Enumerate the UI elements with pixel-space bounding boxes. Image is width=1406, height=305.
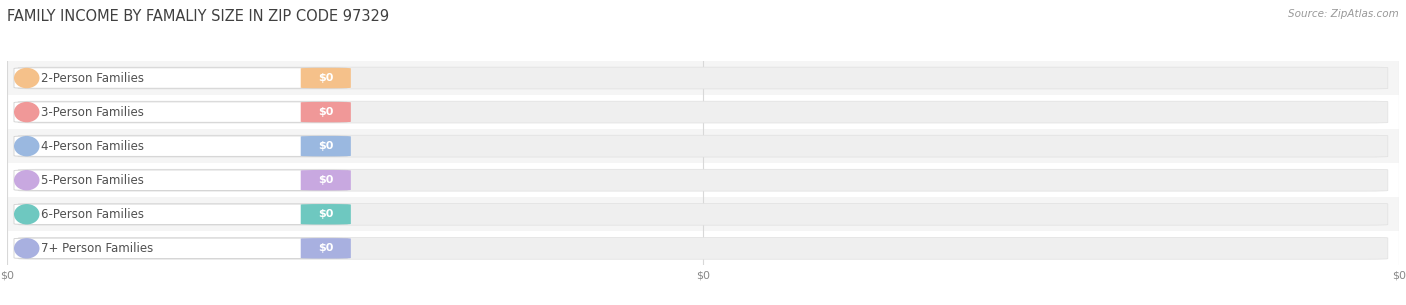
Text: $0: $0 (318, 141, 333, 151)
FancyBboxPatch shape (14, 102, 349, 122)
Ellipse shape (14, 102, 39, 122)
FancyBboxPatch shape (18, 67, 1388, 89)
Text: 7+ Person Families: 7+ Person Families (41, 242, 153, 255)
Text: 4-Person Families: 4-Person Families (41, 140, 143, 152)
Text: $0: $0 (318, 209, 333, 219)
Text: 3-Person Families: 3-Person Families (41, 106, 143, 119)
Bar (7, 231, 1399, 265)
Ellipse shape (14, 136, 39, 156)
FancyBboxPatch shape (14, 68, 349, 88)
Bar (7, 129, 1399, 163)
Text: 2-Person Families: 2-Person Families (41, 72, 143, 84)
FancyBboxPatch shape (301, 102, 352, 122)
FancyBboxPatch shape (301, 204, 352, 224)
FancyBboxPatch shape (18, 169, 1388, 191)
Bar (7, 61, 1399, 95)
Bar (7, 163, 1399, 197)
Bar (7, 197, 1399, 231)
Text: FAMILY INCOME BY FAMALIY SIZE IN ZIP CODE 97329: FAMILY INCOME BY FAMALIY SIZE IN ZIP COD… (7, 9, 389, 24)
FancyBboxPatch shape (301, 136, 352, 156)
FancyBboxPatch shape (18, 101, 1388, 123)
FancyBboxPatch shape (14, 204, 349, 224)
Ellipse shape (14, 238, 39, 259)
Ellipse shape (14, 204, 39, 224)
Text: $0: $0 (318, 107, 333, 117)
FancyBboxPatch shape (301, 170, 352, 190)
Text: $0: $0 (318, 73, 333, 83)
Text: 5-Person Families: 5-Person Families (41, 174, 143, 187)
Ellipse shape (14, 68, 39, 88)
FancyBboxPatch shape (14, 136, 349, 156)
FancyBboxPatch shape (18, 237, 1388, 259)
Bar (7, 95, 1399, 129)
FancyBboxPatch shape (18, 203, 1388, 225)
Text: $0: $0 (318, 243, 333, 253)
Text: 6-Person Families: 6-Person Families (41, 208, 143, 221)
FancyBboxPatch shape (14, 170, 349, 190)
FancyBboxPatch shape (18, 135, 1388, 157)
Text: Source: ZipAtlas.com: Source: ZipAtlas.com (1288, 9, 1399, 19)
FancyBboxPatch shape (301, 238, 352, 259)
FancyBboxPatch shape (301, 68, 352, 88)
Text: $0: $0 (318, 175, 333, 185)
FancyBboxPatch shape (14, 238, 349, 259)
Ellipse shape (14, 170, 39, 190)
